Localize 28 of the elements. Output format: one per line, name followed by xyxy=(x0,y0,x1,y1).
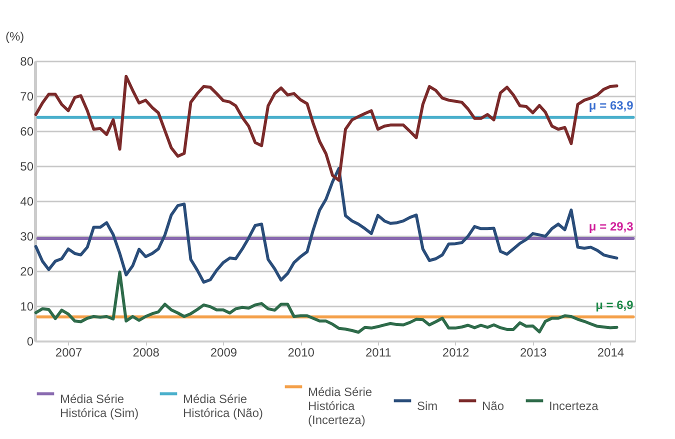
legend-label: Média Série Histórica (Incerteza) xyxy=(308,384,372,427)
x-tick-label: 2011 xyxy=(366,346,392,360)
x-tick-label: 2013 xyxy=(520,346,548,360)
y-axis-title: (%) xyxy=(6,30,24,44)
legend-label: Média Série Histórica (Sim) xyxy=(60,392,139,420)
legend-label: Sim xyxy=(417,398,438,413)
y-tick-label: 40 xyxy=(20,194,34,208)
x-tick-label: 2012 xyxy=(442,346,470,360)
annotation: μ = 63,9 xyxy=(588,98,634,112)
x-tick-label: 2010 xyxy=(288,346,315,360)
y-tick-label: 80 xyxy=(20,54,34,68)
annotation: μ = 29,3 xyxy=(588,219,634,234)
legend-label: Média Série Histórica (Não) xyxy=(183,392,264,420)
x-tick-label: 2014 xyxy=(597,346,624,360)
y-tick-label: 70 xyxy=(20,90,34,104)
x-tick-label: 2009 xyxy=(210,346,238,360)
legend-label: Não xyxy=(482,398,504,413)
y-tick-label: 0 xyxy=(26,334,34,348)
y-tick-label: 60 xyxy=(20,124,34,138)
y-tick-label: 10 xyxy=(20,300,34,314)
y-tick-label: 50 xyxy=(20,160,34,174)
y-tick-label: 30 xyxy=(20,230,34,244)
x-tick-label: 2008 xyxy=(132,346,160,360)
x-tick-label: 2007 xyxy=(55,346,82,360)
y-tick-label: 20 xyxy=(20,264,34,278)
line-series xyxy=(34,270,618,334)
legend-label: Incerteza xyxy=(549,398,599,413)
annotation: μ = 6,9 xyxy=(596,298,634,312)
